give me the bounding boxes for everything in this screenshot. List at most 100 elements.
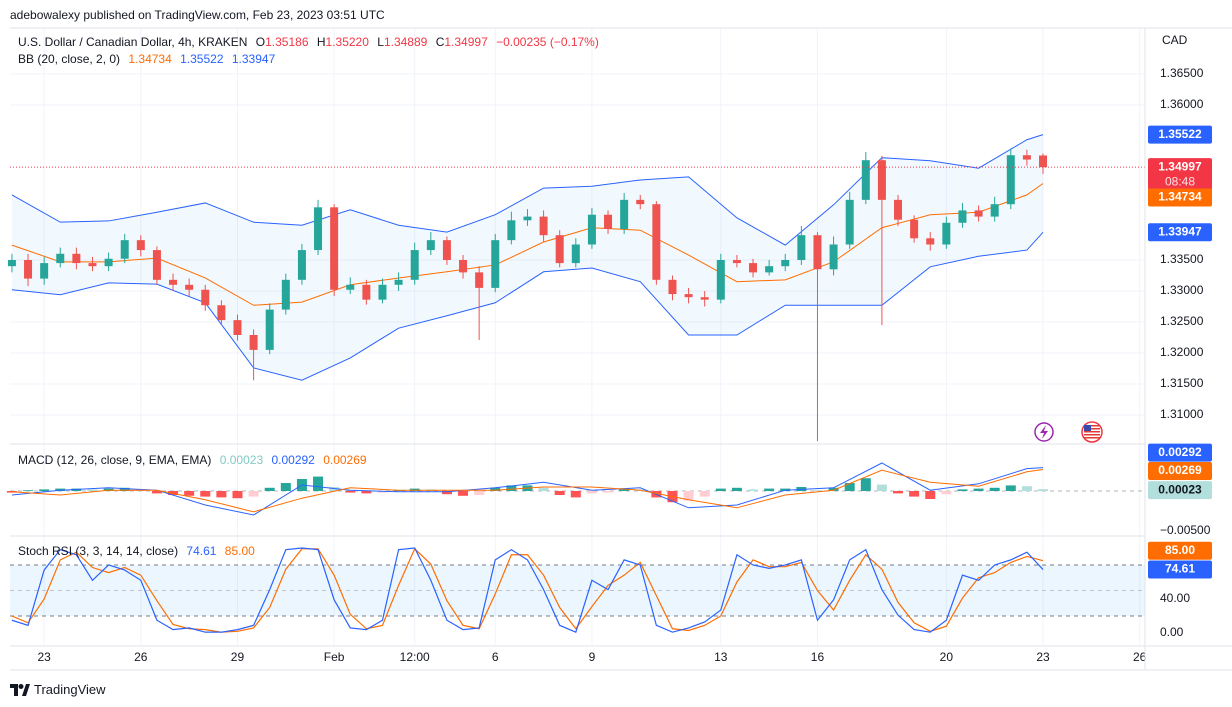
macd-line — [11, 468, 1044, 513]
macd-histogram-bar — [909, 491, 920, 497]
candle-body — [297, 250, 306, 280]
alert-icon — [1034, 422, 1054, 442]
macd-label: MACD (12, 26, close, 9, EMA, EMA) — [18, 453, 212, 467]
candle-body — [877, 160, 886, 200]
macd-histogram-bar — [989, 487, 1000, 491]
y-tick-label: 1.33500 — [1160, 252, 1204, 266]
tv-logo — [10, 684, 30, 696]
candle-body — [604, 214, 613, 229]
macd-histogram-bar — [570, 491, 581, 498]
candle-body — [974, 210, 983, 217]
candle-body — [56, 253, 65, 264]
macd-signal-value: 0.00269 — [323, 453, 367, 467]
bb-upper-line — [11, 134, 1044, 246]
candle-body — [539, 216, 548, 236]
candle-body — [926, 238, 935, 245]
x-tick-label: 16 — [811, 650, 825, 664]
macd-histogram-bar — [329, 487, 340, 491]
candle-body — [378, 284, 387, 300]
macd-histogram-bar — [619, 488, 630, 491]
macd-line-value: 0.00292 — [271, 453, 315, 467]
y-tick-label: 1.31000 — [1160, 407, 1204, 421]
candle-body — [185, 284, 194, 290]
candle-body — [861, 160, 870, 200]
flag-stripe — [1084, 437, 1100, 439]
candle-body — [620, 199, 629, 229]
macd-histogram-bar — [119, 487, 130, 491]
candle-body — [507, 220, 516, 241]
rsi-line — [11, 547, 1044, 633]
alert-icon-bolt — [1040, 425, 1048, 439]
candle-body — [201, 289, 210, 306]
x-tick-label: 29 — [231, 650, 245, 664]
x-tick-label: 9 — [589, 650, 596, 664]
macd-histogram-bar — [764, 488, 775, 491]
macd-histogram-bar — [87, 489, 98, 491]
candle-body — [636, 199, 645, 205]
rsi-d-badge-bg — [1148, 541, 1212, 560]
ohlc-label: L — [377, 35, 384, 49]
macd-histogram-bar — [1038, 489, 1049, 491]
candle-body — [668, 279, 677, 295]
macd-histogram-bar — [715, 488, 726, 491]
candle-body — [394, 279, 403, 285]
candle-body — [88, 263, 97, 267]
rsi-k-badge: 74.61 — [1165, 562, 1195, 576]
candle-body — [700, 297, 709, 300]
candle-body — [571, 244, 580, 264]
footer: TradingView — [10, 683, 111, 697]
flag-stripe — [1084, 431, 1100, 433]
ohlc-label: C — [435, 35, 445, 49]
candle-body — [829, 244, 838, 270]
x-tick-label: 20 — [940, 650, 954, 664]
candle-body — [265, 309, 274, 350]
bb-upper-value: 1.35522 — [180, 52, 224, 66]
macd-histogram-bar — [957, 489, 968, 491]
macd-histogram-bar — [474, 491, 485, 495]
macd-histogram-bar — [184, 491, 195, 496]
main-legend: U.S. Dollar / Canadian Dollar, 4h, KRAKE… — [18, 35, 604, 49]
macd-histogram-bar — [151, 491, 162, 494]
bb-basis-badge-bg — [1148, 188, 1212, 207]
macd-histogram-bar — [603, 491, 614, 493]
candle-body — [491, 240, 500, 288]
x-tick-label: 23 — [1036, 650, 1050, 664]
y-tick-label: 1.36000 — [1160, 97, 1204, 111]
rsi-legend: Stoch RSI (3, 3, 14, 14, close) 74.61 85… — [18, 544, 260, 558]
macd-histogram-bar — [893, 491, 904, 494]
candle-body — [958, 210, 967, 223]
change: −0.00235 (−0.17%) — [496, 35, 599, 49]
y-tick-label: 1.32500 — [1160, 314, 1204, 328]
candle-body — [845, 199, 854, 245]
histogram-badge: 0.00023 — [1158, 482, 1202, 496]
candle-body — [40, 263, 49, 279]
bb-lower-line — [11, 231, 1044, 381]
x-tick-label: 6 — [492, 650, 499, 664]
candle-body — [7, 259, 16, 267]
macd-histogram-bar — [876, 484, 887, 491]
macd-histogram-bar — [506, 485, 517, 491]
rsi-d-value: 85.00 — [224, 544, 255, 558]
candle-body — [732, 259, 741, 264]
candle-body — [104, 258, 113, 267]
candle-body — [765, 266, 774, 273]
candle-body — [233, 320, 242, 336]
flag-stripe — [1084, 428, 1100, 430]
candle-body — [1006, 155, 1015, 205]
bb-basis-value: 1.34734 — [128, 52, 172, 66]
bb-upper-badge: 1.35522 — [1158, 127, 1202, 141]
ohlc-value: 1.34889 — [383, 35, 428, 49]
macd-histogram-bar — [200, 491, 211, 497]
x-tick-label: 26 — [134, 650, 148, 664]
candle-body — [475, 272, 484, 288]
footer-brand: TradingView — [34, 682, 106, 697]
macd-histogram-bar — [828, 487, 839, 491]
macd-histogram-bar — [1021, 486, 1032, 491]
candle-body — [894, 199, 903, 220]
candle-body — [942, 222, 951, 245]
ohlc-label: O — [255, 35, 266, 49]
macd-histogram-bar — [361, 491, 372, 494]
bb-lower-badge-bg — [1148, 223, 1212, 242]
